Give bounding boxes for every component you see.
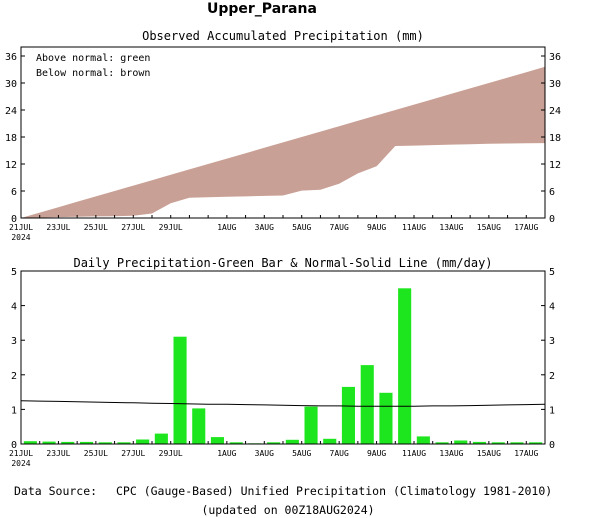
top-ytick-label-right: 12 xyxy=(549,160,561,171)
daily-precip-bar xyxy=(510,442,524,444)
data-source-label: Data Source: xyxy=(14,484,97,498)
daily-precip-bar xyxy=(379,392,393,444)
data-source-text: CPC (Gauge-Based) Unified Precipitation … xyxy=(116,484,552,498)
bottom-ytick-label-right: 3 xyxy=(549,336,555,347)
bottom-ytick-label-right: 2 xyxy=(549,371,555,382)
bottom-xtick-label: 23JUL xyxy=(46,449,70,458)
below-normal-area xyxy=(21,66,545,218)
top-ytick-label-left: 30 xyxy=(5,79,17,90)
daily-precip-bar xyxy=(435,442,449,444)
top-xtick-label: 21JUL xyxy=(9,223,33,232)
daily-precip-bar xyxy=(491,442,505,444)
top-chart-title: Observed Accumulated Precipitation (mm) xyxy=(142,29,424,43)
daily-precip-bar xyxy=(267,442,281,444)
bottom-ytick-label-right: 5 xyxy=(549,267,555,278)
top-xtick-label: 27JUL xyxy=(121,223,145,232)
daily-precip-bar xyxy=(42,441,56,444)
bottom-chart-title: Daily Precipitation-Green Bar & Normal-S… xyxy=(73,256,492,270)
bottom-ytick-label-right: 0 xyxy=(549,440,555,451)
bottom-xtick-label: 29JUL xyxy=(159,449,183,458)
bottom-xtick-label: 11AUG xyxy=(402,449,426,458)
top-ytick-label-right: 6 xyxy=(549,187,555,198)
legend-below-normal: Below normal: brown xyxy=(36,68,150,79)
top-ytick-label-right: 30 xyxy=(549,79,561,90)
bottom-xtick-label: 21JUL xyxy=(9,449,33,458)
daily-precip-bar xyxy=(398,288,412,444)
top-xtick-label: 15AUG xyxy=(477,223,501,232)
daily-precip-bar xyxy=(360,365,374,444)
bottom-ytick-label-left: 5 xyxy=(11,267,17,278)
top-ytick-label-left: 12 xyxy=(5,160,17,171)
bottom-xtick-label: 13AUG xyxy=(439,449,463,458)
bottom-year-label: 2024 xyxy=(11,459,30,468)
normal-precip-line xyxy=(20,400,546,407)
daily-precip-bar xyxy=(98,442,112,444)
top-xtick-label: 13AUG xyxy=(439,223,463,232)
bottom-xtick-label: 17AUG xyxy=(514,449,538,458)
top-xtick-label: 9AUG xyxy=(367,223,386,232)
daily-precip-bar xyxy=(304,406,318,444)
daily-precip-bar xyxy=(529,442,543,444)
legend-above-normal: Above normal: green xyxy=(36,53,150,64)
bottom-xtick-label: 7AUG xyxy=(330,449,349,458)
daily-precip-bar xyxy=(341,386,355,444)
bottom-ytick-label-left: 0 xyxy=(11,440,17,451)
top-ytick-label-left: 24 xyxy=(5,106,17,117)
top-ytick-label-left: 18 xyxy=(5,133,17,144)
daily-precip-bar xyxy=(23,441,37,444)
bottom-ytick-label-left: 3 xyxy=(11,336,17,347)
bottom-xtick-label: 5AUG xyxy=(292,449,311,458)
top-xtick-label: 25JUL xyxy=(84,223,108,232)
top-ytick-label-right: 0 xyxy=(549,214,555,225)
top-xtick-label: 1AUG xyxy=(217,223,236,232)
top-ytick-label-right: 24 xyxy=(549,106,561,117)
daily-precip-bar xyxy=(229,442,243,444)
bottom-xtick-label: 27JUL xyxy=(121,449,145,458)
top-ytick-label-left: 36 xyxy=(5,52,17,63)
top-xtick-label: 3AUG xyxy=(255,223,274,232)
bottom-ytick-label-left: 4 xyxy=(11,302,17,313)
bottom-ytick-label-left: 1 xyxy=(11,405,17,416)
top-ytick-label-left: 0 xyxy=(11,214,17,225)
top-xtick-label: 23JUL xyxy=(46,223,70,232)
daily-precip-bar xyxy=(173,336,187,444)
top-xtick-label: 17AUG xyxy=(514,223,538,232)
daily-precip-bar xyxy=(80,441,94,444)
updated-text: (updated on 00Z18AUG2024) xyxy=(201,503,374,517)
bottom-xtick-label: 25JUL xyxy=(84,449,108,458)
page-title: Upper_Parana xyxy=(207,1,317,17)
daily-precip-bar xyxy=(285,439,299,444)
daily-precip-bar xyxy=(210,437,224,444)
top-xtick-label: 29JUL xyxy=(159,223,183,232)
daily-precip-bar xyxy=(154,433,168,444)
daily-precip-bar xyxy=(472,441,486,444)
top-xtick-label: 11AUG xyxy=(402,223,426,232)
daily-precip-bar xyxy=(323,438,337,444)
top-ytick-label-right: 36 xyxy=(549,52,561,63)
daily-precipitation-chart: 0 0 1 1 2 2 3 3 4 4 5 5 21JUL 23JUL 25JUL 27JUL 29JUL 1AU… xyxy=(9,267,555,468)
top-year-label: 2024 xyxy=(11,233,30,242)
daily-precip-bar xyxy=(192,408,206,444)
bottom-xtick-label: 3AUG xyxy=(255,449,274,458)
bottom-ytick-label-right: 1 xyxy=(549,405,555,416)
bottom-plot-frame xyxy=(20,270,546,445)
top-ytick-label-right: 18 xyxy=(549,133,561,144)
bottom-xtick-label: 1AUG xyxy=(217,449,236,458)
bottom-xtick-label: 9AUG xyxy=(367,449,386,458)
daily-precip-bar xyxy=(416,436,430,444)
top-xtick-label: 5AUG xyxy=(292,223,311,232)
daily-precip-bar xyxy=(61,441,75,444)
top-ytick-label-left: 6 xyxy=(11,187,17,198)
daily-precip-bar xyxy=(454,440,468,444)
accumulated-precipitation-chart: 0 0 6 6 12 12 18 18 24 24 30 30 36 36 21JUL 23JUL 25JUL 2… xyxy=(5,46,561,242)
bottom-ytick-label-left: 2 xyxy=(11,371,17,382)
bottom-ytick-label-right: 4 xyxy=(549,302,555,313)
bottom-xtick-label: 15AUG xyxy=(477,449,501,458)
top-xtick-label: 7AUG xyxy=(330,223,349,232)
daily-precip-bar xyxy=(117,442,131,444)
daily-precip-bar xyxy=(136,439,150,444)
